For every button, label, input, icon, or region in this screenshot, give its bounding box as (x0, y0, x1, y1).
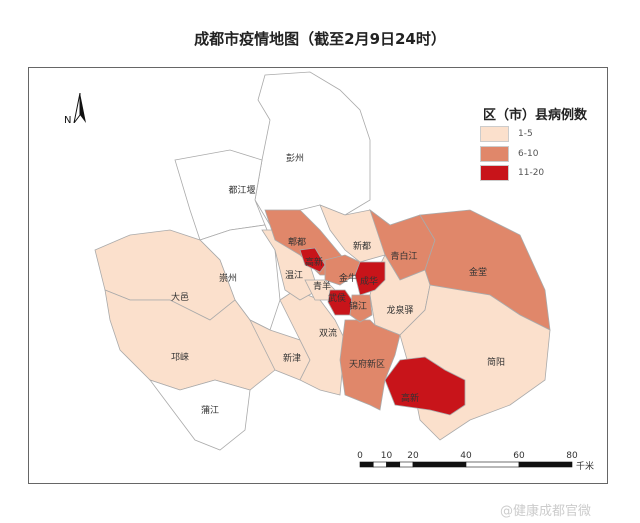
scale-tick-label: 40 (460, 451, 472, 461)
map-title: 成都市疫情地图（截至2月9日24时） (194, 30, 446, 48)
district-label: 高新 (305, 256, 323, 268)
district-region (354, 261, 386, 296)
district-label: 高新 (401, 392, 419, 404)
scale-bar-segment (399, 461, 414, 468)
district-region (349, 294, 373, 323)
district-label: 彭州 (286, 152, 304, 164)
district-label: 青羊 (313, 280, 331, 292)
district-label: 新都 (353, 240, 371, 252)
district-label: 青白江 (390, 250, 417, 262)
legend-item: 11-20 (480, 165, 544, 181)
watermark: @健康成都官微 (500, 504, 592, 519)
scale-tick-label: 0 (357, 451, 363, 461)
map-frame (28, 67, 608, 484)
legend-title: 区（市）县病例数 (483, 108, 588, 123)
legend-item: 6-10 (480, 146, 538, 162)
district-label: 都江堰 (228, 185, 255, 196)
district-label: 天府新区 (349, 358, 385, 370)
district-label: 大邑 (171, 291, 189, 303)
district-label: 龙泉驿 (386, 304, 413, 316)
scale-tick-label: 20 (407, 451, 419, 461)
district-label: 新津 (283, 352, 301, 364)
district-region (279, 289, 346, 396)
scale-tick-label: 10 (381, 451, 393, 461)
scale-bar-segment (372, 461, 387, 468)
legend-label: 1-5 (518, 129, 533, 139)
district-label: 蒲江 (201, 404, 219, 416)
district-label: 双流 (319, 327, 337, 339)
district-region (148, 379, 251, 451)
district-label: 郫都 (288, 236, 306, 248)
district-label: 温江 (285, 270, 303, 281)
scale-tick-label: 80 (566, 451, 578, 461)
legend-item: 1-5 (480, 126, 533, 142)
scale-bar-segment (465, 461, 520, 468)
scale-tick-label: 60 (513, 451, 525, 461)
scale-bar-segment (518, 461, 573, 468)
district-label: 崇州 (219, 273, 237, 284)
district-label: 邛崃 (171, 351, 189, 363)
district-label: 金牛 (339, 272, 357, 284)
district-region (254, 71, 371, 226)
scale-bar-segment (386, 461, 401, 468)
scale-unit: 千米 (576, 460, 594, 472)
district-label: 锦江 (349, 300, 367, 312)
legend-label: 6-10 (518, 149, 539, 159)
district-region (299, 247, 326, 273)
district-label: 金堂 (469, 266, 487, 278)
north-label: N (64, 115, 72, 126)
north-arrow: N (64, 92, 89, 126)
district-label: 成华 (360, 275, 378, 287)
district-region (384, 356, 466, 416)
district-label: 武侯 (328, 292, 346, 304)
north-arrow-icon (73, 92, 86, 124)
scale-bar-segment (412, 461, 467, 468)
scale-bar-segment (359, 461, 374, 468)
legend-label: 11-20 (518, 168, 545, 178)
district-label: 简阳 (487, 356, 505, 368)
